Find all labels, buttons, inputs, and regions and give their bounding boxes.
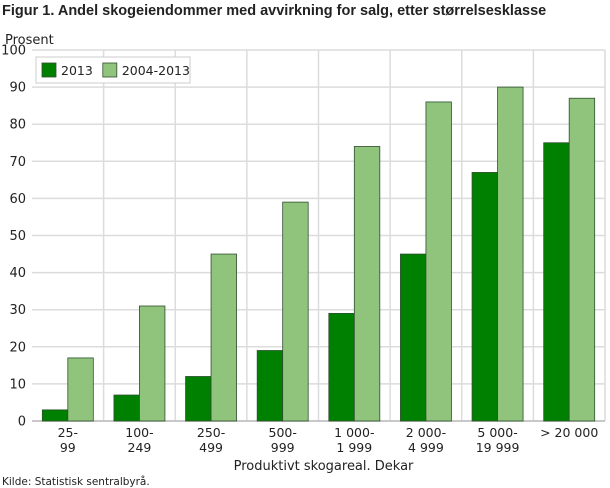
x-tick-label: 999 [271, 440, 295, 455]
legend-label: 2013 [61, 63, 93, 78]
y-tick-label: 70 [9, 155, 26, 170]
bar-2004-2013-2 [210, 253, 237, 422]
y-tick-label: 40 [9, 266, 26, 281]
bar-2004-2013-3 [282, 201, 309, 422]
y-tick-label: 0 [18, 415, 26, 430]
y-tick-label: 100 [1, 44, 26, 59]
bar-2004-2013-6 [497, 86, 524, 422]
bar-2004-2013-5 [425, 101, 452, 422]
bar-2013-4 [328, 313, 355, 422]
bar-2013-6 [471, 172, 498, 422]
legend: 2013 2004-2013 [35, 56, 191, 84]
y-tick-label: 80 [9, 118, 26, 133]
x-tick-label: 1 999 [336, 440, 372, 455]
legend-swatch-2013 [41, 62, 57, 78]
bar-2004-2013-0 [67, 357, 94, 422]
x-tick-label: 4 999 [408, 440, 444, 455]
x-tick-label: 19 999 [476, 440, 520, 455]
bar-2013-1 [113, 394, 140, 422]
bar-2004-2013-4 [353, 146, 381, 422]
x-tick-label: 250- [197, 425, 225, 440]
y-tick-label: 30 [9, 303, 26, 318]
y-tick-label: 10 [9, 377, 26, 392]
x-tick-label: > 20 000 [540, 425, 598, 440]
x-tick-label: 499 [199, 440, 223, 455]
y-tick-label: 50 [9, 229, 26, 244]
x-axis-label: Produktivt skogareal. Dekar [234, 459, 414, 474]
bar-2013-2 [185, 376, 212, 422]
legend-label: 2004-2013 [122, 63, 190, 78]
y-axis-label: Prosent [5, 33, 54, 48]
chart-title: Figur 1. Andel skogeiendommer med avvirk… [2, 3, 547, 19]
x-tick-label: 2 000- [406, 425, 446, 440]
x-tick-label: 100- [125, 425, 153, 440]
x-tick-label: 1 000- [334, 425, 374, 440]
bar-2013-7 [543, 142, 570, 422]
x-tick-label: 5 000- [477, 425, 517, 440]
bar-2013-3 [256, 350, 284, 422]
legend-swatch-2004-2013 [102, 62, 118, 78]
y-tick-label: 20 [9, 340, 26, 355]
bar-2004-2013-1 [139, 305, 166, 422]
bar-2013-5 [400, 253, 427, 422]
y-tick-label: 90 [9, 81, 26, 96]
bar-2004-2013-7 [568, 97, 596, 422]
x-tick-label: 99 [60, 440, 76, 455]
bar-2013-0 [41, 409, 69, 422]
x-tick-label: 25- [58, 425, 78, 440]
source-note: Kilde: Statistisk sentralbyrå. [2, 475, 150, 488]
y-tick-label: 60 [9, 192, 26, 207]
x-tick-label: 500- [269, 425, 297, 440]
x-tick-label: 249 [128, 440, 152, 455]
